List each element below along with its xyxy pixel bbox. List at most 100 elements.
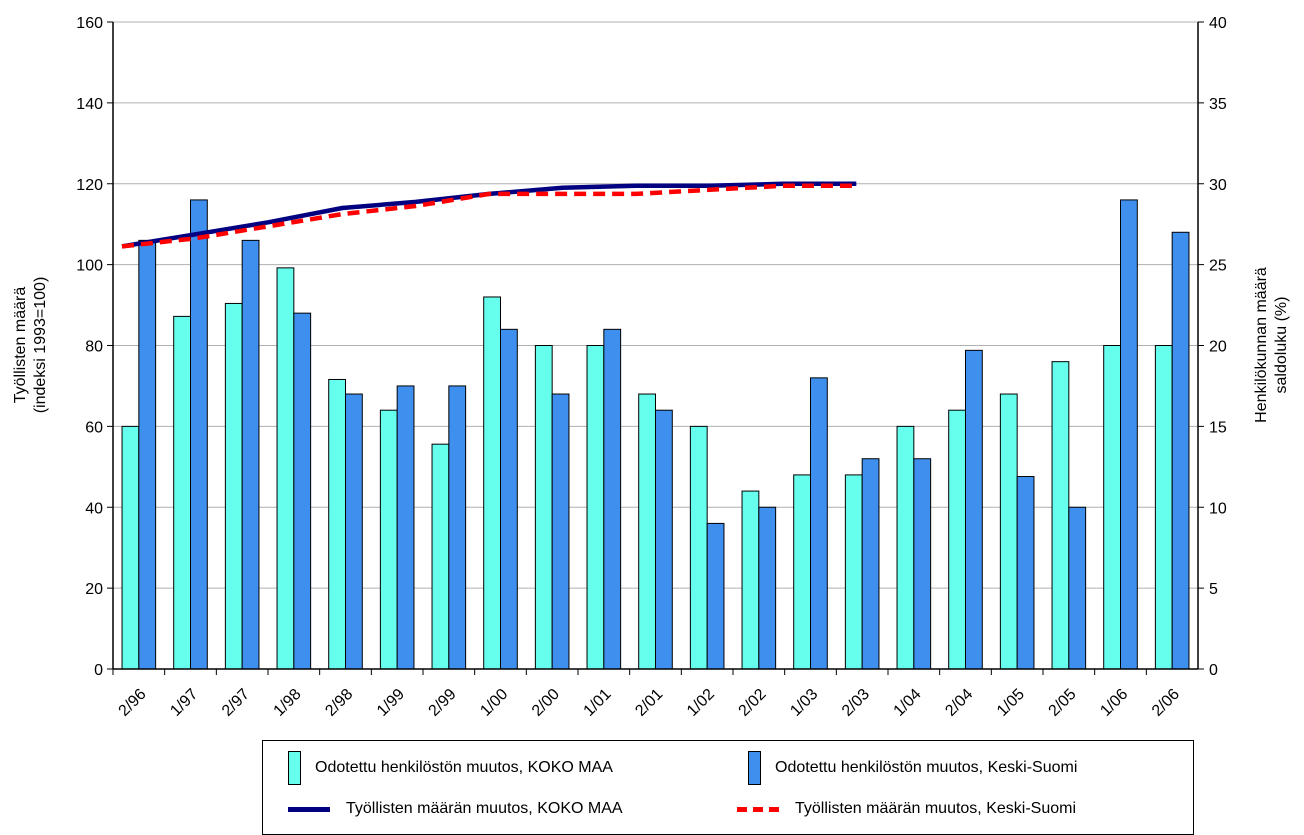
axes [107,21,1204,675]
x-tick-label: 1/97 [167,686,201,720]
x-tick-label: 1/99 [374,686,408,720]
bar [1154,345,1173,670]
bar [965,349,983,670]
bar [861,458,880,670]
bar [913,458,932,670]
right-tick-label: 15 [1209,419,1227,436]
bar [293,312,312,670]
legend-swatch-koko-maa [288,751,301,785]
bar [551,393,570,670]
bar [138,239,157,670]
x-tick-label: 1/03 [787,686,821,720]
right-tick-label: 10 [1209,500,1227,517]
legend-label: Odotettu henkilöstön muutos, Keski-Suomi [775,759,1078,776]
bar [603,328,622,670]
bar [638,393,657,670]
x-tick-label: 1/98 [271,686,305,720]
right-tick-label: 35 [1209,96,1227,113]
left-tick-label: 20 [85,581,103,598]
bar [241,239,260,670]
legend: Odotettu henkilöstön muutos, KOKO MAA Od… [262,740,1194,835]
bar [500,328,518,670]
left-tick-label: 80 [85,339,103,356]
axis-title-line: Henkilökunnan määrä [1253,267,1270,423]
bar [948,409,967,670]
x-tick-label: 1/05 [994,686,1028,720]
x-tick-label: 2/05 [1046,686,1080,720]
x-tick-label: 1/06 [1097,686,1131,720]
legend-item-bar-keski-suomi: Odotettu henkilöstön muutos, Keski-Suomi [748,751,1077,785]
bar [190,199,208,670]
legend-line-keski-suomi [737,806,779,812]
bar [534,345,553,670]
bar [844,474,863,670]
x-tick-label: 1/00 [477,686,511,720]
series-line [121,183,857,249]
legend-line-koko-maa [288,806,330,812]
bar [448,385,467,670]
legend-item-line-koko-maa: Työllisten määrän muutos, KOKO MAA [288,800,623,818]
bar [689,425,708,670]
bar [655,409,673,670]
legend-swatch-keski-suomi [748,751,761,785]
bar [758,506,777,670]
x-tick-label: 2/02 [736,686,770,720]
x-tick-label: 2/01 [632,686,666,720]
bar [173,315,191,670]
bar [224,302,243,670]
x-tick-label: 2/98 [322,686,356,720]
left-tick-label: 40 [85,500,103,517]
bar [586,345,605,670]
left-axis-title: Työllisten määrä (indeksi 1993=100) [12,277,49,414]
bar [379,409,398,670]
bar [810,377,828,670]
right-tick-label: 0 [1209,662,1218,679]
bar [741,490,760,670]
x-tick-label: 2/06 [1149,686,1183,720]
bar [999,393,1018,670]
bar [431,443,450,670]
x-tick-label: 1/04 [891,686,925,720]
bar [1103,345,1121,670]
legend-item-line-keski-suomi: Työllisten määrän muutos, Keski-Suomi [737,800,1076,818]
bar [1120,199,1138,670]
legend-item-bar-koko-maa: Odotettu henkilöstön muutos, KOKO MAA [288,751,613,785]
combo-chart: 0 20 40 60 80 100 120 140 160 0 5 10 15 20 25 30 35 40 2/9… [12,15,1290,720]
bar [1016,476,1035,670]
x-tick-label: 1/01 [581,686,615,720]
right-tick-label: 30 [1209,177,1227,194]
right-tick-label: 40 [1209,15,1227,32]
x-tick-label: 2/99 [426,686,460,720]
x-tick-label: 2/96 [116,686,150,720]
left-tick-label: 160 [76,15,103,32]
axis-titles: Työllisten määrä (indeksi 1993=100) Henkil… [12,267,1290,423]
axis-title-line: saldoluku (%) [1273,297,1290,394]
x-tick-label: 2/03 [839,686,873,720]
x-tick-label: 2/04 [942,686,976,720]
x-tick-label: 2/97 [219,686,253,720]
bars [121,199,1190,670]
lines [121,181,857,249]
right-axis-title: Henkilökunnan määrä saldoluku (%) [1253,267,1290,423]
bar [328,378,347,670]
left-tick-label: 60 [85,419,103,436]
left-tick-label: 140 [76,96,103,113]
x-tick-label: 1/02 [684,686,718,720]
bar [1068,506,1087,670]
bar [896,425,915,670]
bar [276,267,295,670]
right-tick-label: 25 [1209,258,1227,275]
bar [396,385,415,670]
left-tick-label: 0 [94,662,103,679]
bar [483,296,502,670]
legend-label: Työllisten määrän muutos, Keski-Suomi [795,800,1076,817]
legend-label: Odotettu henkilöstön muutos, KOKO MAA [315,759,613,776]
bar [345,393,363,670]
x-tick-label: 2/00 [529,686,563,720]
axis-title-line: Työllisten määrä [12,287,29,404]
axis-title-line: (indeksi 1993=100) [32,277,49,414]
left-tick-label: 120 [76,177,103,194]
right-tick-label: 5 [1209,581,1218,598]
bar [793,474,812,670]
left-tick-label: 100 [76,258,103,275]
